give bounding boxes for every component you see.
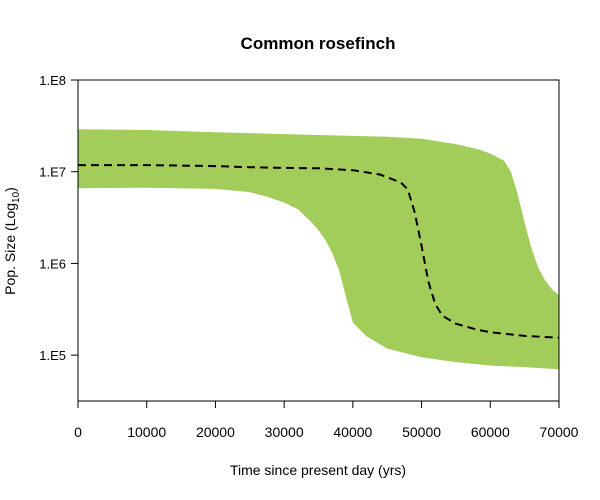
y-axis-label-subscript: 10 — [11, 191, 22, 203]
y-axis-label-text: Pop. Size (Log — [2, 203, 18, 295]
y-tick-label: 1.E6 — [39, 256, 66, 271]
x-tick-label: 10000 — [127, 424, 166, 440]
x-tick-label: 70000 — [540, 424, 579, 440]
x-tick-label: 50000 — [402, 424, 441, 440]
x-tick-label: 30000 — [265, 424, 304, 440]
y-tick-label: 1.E5 — [39, 348, 66, 363]
y-axis-label: Pop. Size (Log10) — [2, 187, 22, 295]
x-tick-label: 0 — [74, 424, 82, 440]
y-tick-label: 1.E8 — [39, 73, 66, 88]
x-tick-label: 20000 — [196, 424, 235, 440]
y-axis: 1.E5 1.E6 1.E7 1.E8 — [39, 73, 79, 363]
median-line — [78, 164, 560, 339]
x-axis-label: Time since present day (yrs) — [230, 462, 406, 478]
x-axis: 0 10000 20000 30000 40000 50000 60000 70000 — [74, 400, 579, 440]
y-tick-label: 1.E7 — [39, 165, 66, 180]
x-tick-label: 40000 — [333, 424, 372, 440]
y-axis-label-suffix: ) — [2, 187, 18, 192]
x-tick-label: 60000 — [471, 424, 510, 440]
chart-title: Common rosefinch — [241, 34, 396, 53]
